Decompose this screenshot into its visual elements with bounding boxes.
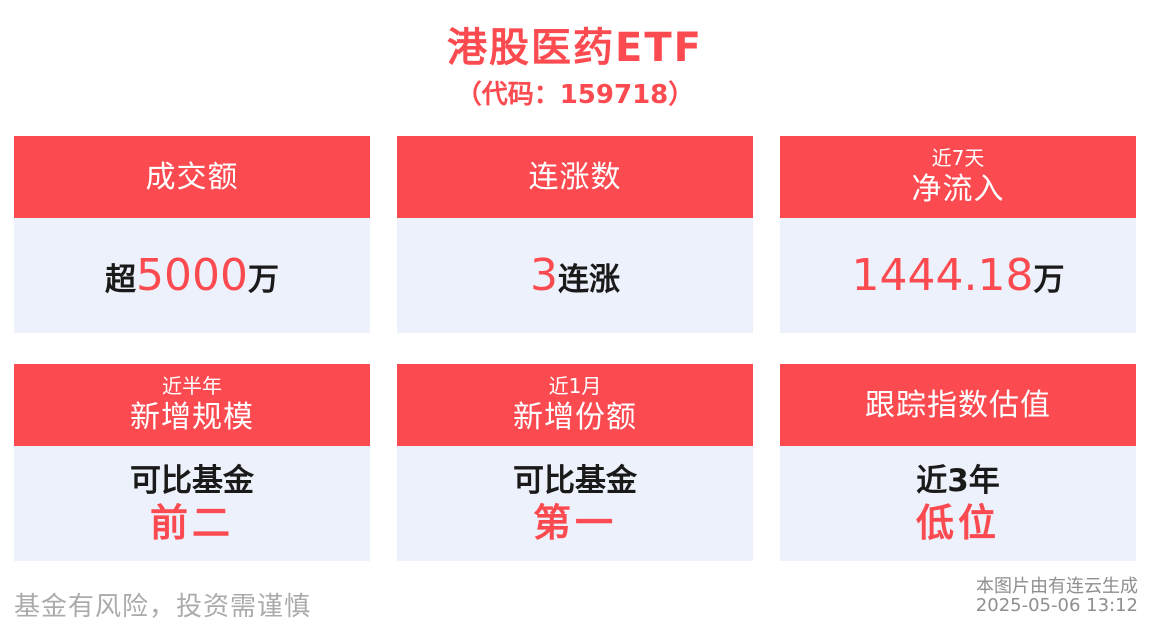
value-suffix: 连涨 xyxy=(558,261,620,298)
stat-card-index-valuation: 跟踪指数估值 近3年 低位 xyxy=(780,364,1136,561)
fund-code-subtitle: （代码：159718） xyxy=(455,80,695,110)
card-header: 近7天 净流入 xyxy=(780,136,1136,218)
stat-card-turnover: 成交额 超5000万 xyxy=(14,136,370,333)
stat-card-new-scale: 近半年 新增规模 可比基金 前二 xyxy=(14,364,370,561)
page-title: 港股医药ETF xyxy=(447,25,703,71)
value-suffix: 万 xyxy=(1033,261,1065,298)
value-line2: 低位 xyxy=(915,500,1000,545)
header-main-label: 跟踪指数估值 xyxy=(865,387,1051,423)
value-prefix: 超 xyxy=(105,261,136,298)
card-body: 超5000万 xyxy=(14,218,370,333)
value-highlight: 3 xyxy=(530,249,558,301)
watermark: 本图片由有连云生成 2025-05-06 13:12 xyxy=(976,577,1138,615)
value-highlight: 1444.18 xyxy=(851,249,1034,301)
header-main-label: 连涨数 xyxy=(528,159,622,195)
value-line: 3连涨 xyxy=(530,253,620,298)
card-body: 近3年 低位 xyxy=(780,446,1136,561)
value-line1: 可比基金 xyxy=(130,462,254,499)
card-header: 近半年 新增规模 xyxy=(14,364,370,446)
value-line: 超5000万 xyxy=(105,253,279,298)
value-suffix: 万 xyxy=(247,261,279,298)
header-top-label: 近7天 xyxy=(931,146,985,170)
value-line1: 近3年 xyxy=(916,462,1000,499)
card-body: 3连涨 xyxy=(397,218,753,333)
value-highlight: 5000 xyxy=(136,249,248,301)
watermark-source: 本图片由有连云生成 xyxy=(976,576,1138,597)
header-main-label: 新增规模 xyxy=(130,400,254,435)
value-line2: 第一 xyxy=(532,500,617,545)
watermark-timestamp: 2025-05-06 13:12 xyxy=(975,595,1138,616)
stat-card-net-inflow: 近7天 净流入 1444.18万 xyxy=(780,136,1136,333)
card-header: 跟踪指数估值 xyxy=(780,364,1136,446)
card-body: 可比基金 前二 xyxy=(14,446,370,561)
card-header: 成交额 xyxy=(14,136,370,218)
stat-card-new-shares: 近1月 新增份额 可比基金 第一 xyxy=(397,364,753,561)
stat-card-consecutive-gains: 连涨数 3连涨 xyxy=(397,136,753,333)
value-line2: 前二 xyxy=(149,500,234,545)
header-main-label: 成交额 xyxy=(145,159,239,195)
value-line: 1444.18万 xyxy=(852,253,1065,298)
value-line1: 可比基金 xyxy=(513,462,637,499)
header-main-label: 新增份额 xyxy=(513,400,637,435)
card-header: 近1月 新增份额 xyxy=(397,364,753,446)
header-main-label: 净流入 xyxy=(911,172,1005,207)
header-top-label: 近半年 xyxy=(162,374,222,398)
stat-card-grid: 成交额 超5000万 连涨数 3连涨 近7天 净流入 1444.18万 近半年 … xyxy=(14,136,1136,561)
card-body: 可比基金 第一 xyxy=(397,446,753,561)
risk-disclaimer-text: 基金有风险，投资需谨慎 xyxy=(14,592,312,622)
card-body: 1444.18万 xyxy=(780,218,1136,333)
header-top-label: 近1月 xyxy=(548,374,602,398)
card-header: 连涨数 xyxy=(397,136,753,218)
